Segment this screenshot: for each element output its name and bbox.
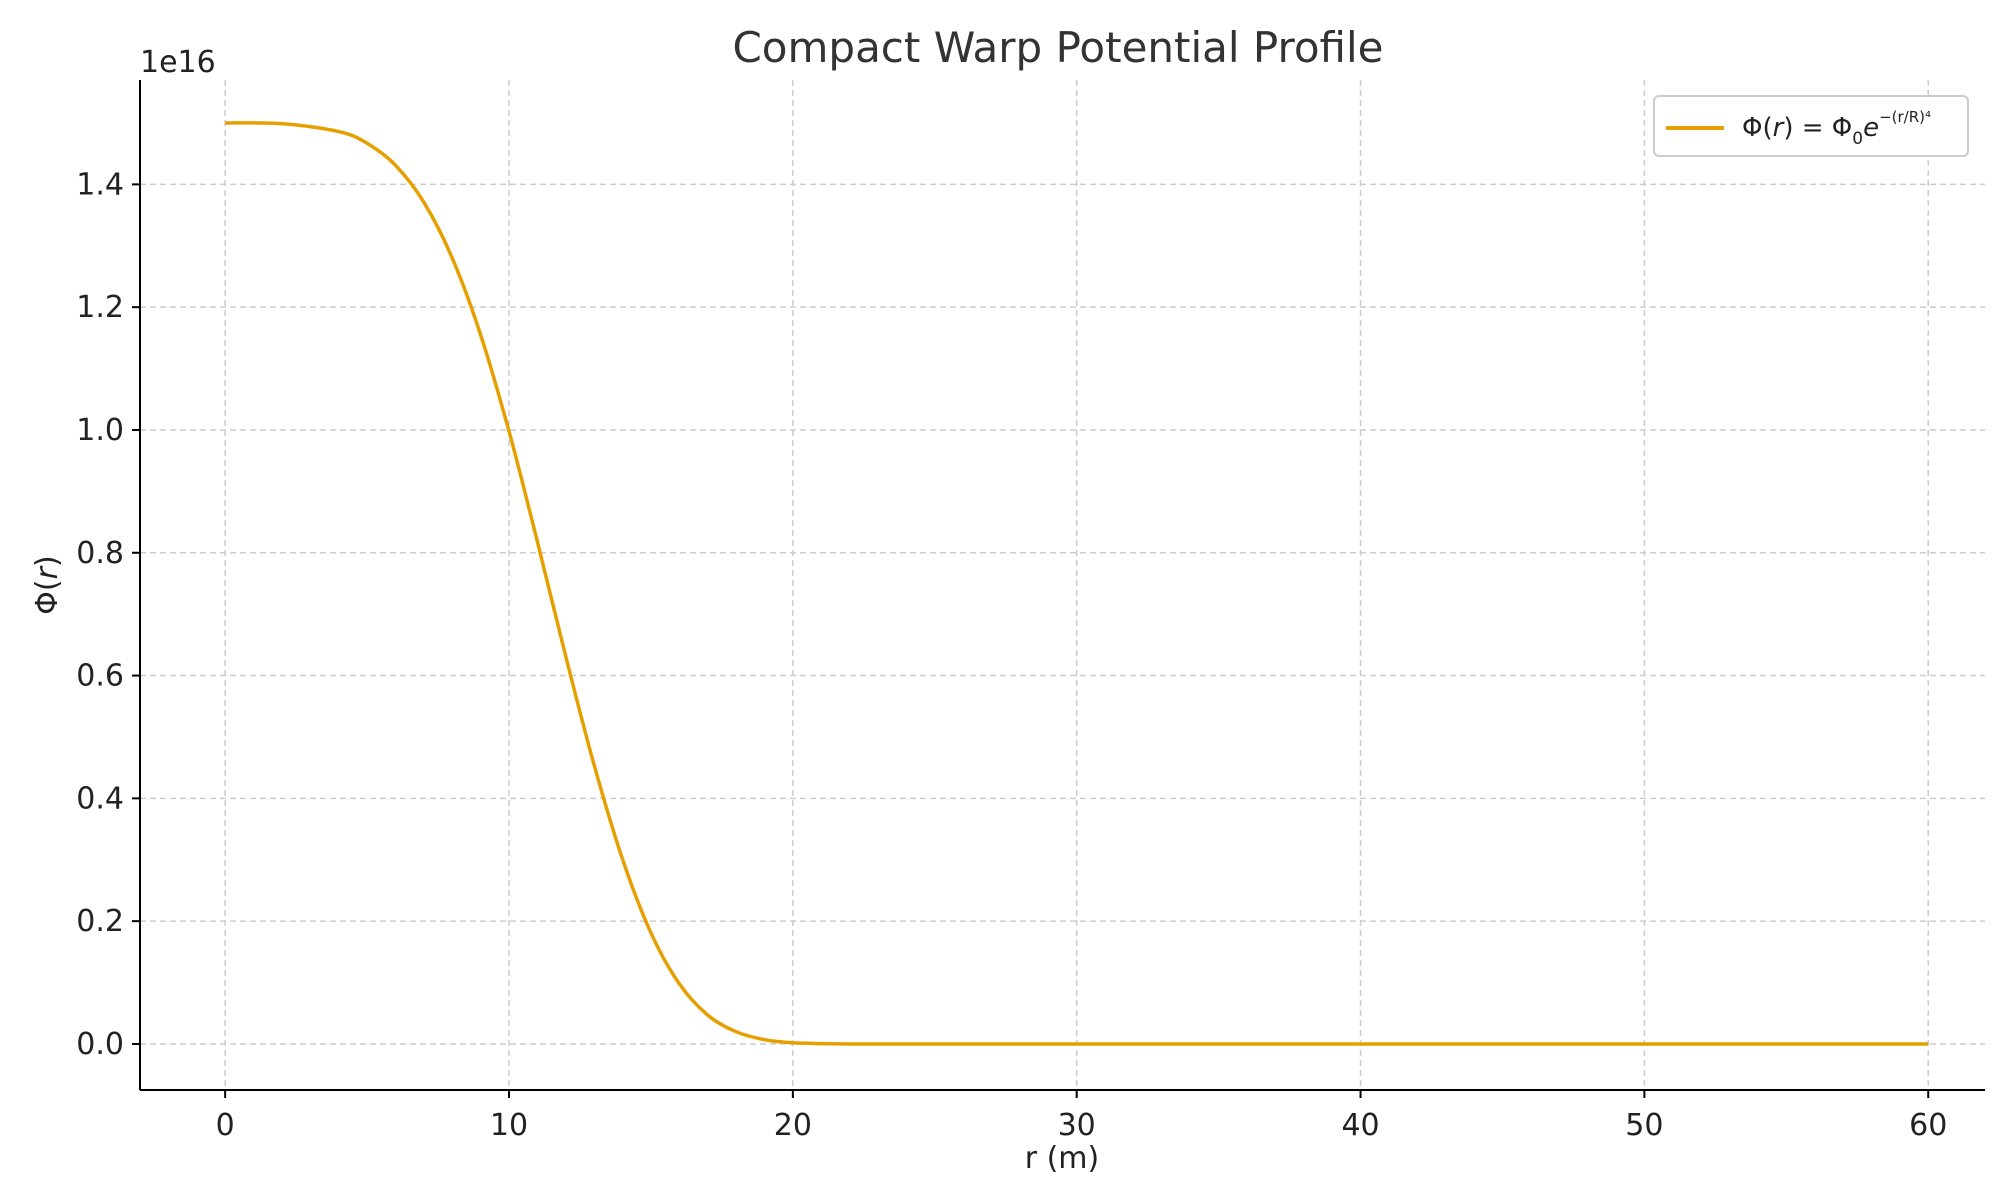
y-tick-label: 0.4 [76, 781, 124, 816]
y-tick-label: 1.2 [76, 290, 124, 325]
x-tick-label: 30 [1058, 1108, 1096, 1143]
y-tick-label: 0.2 [76, 904, 124, 939]
y-tick-label: 1.4 [76, 167, 124, 202]
legend: Φ(r) = Φ0e−(r/R)⁴ [1653, 95, 1969, 157]
series-layer [225, 121, 1929, 1046]
y-axis-label-phi: Φ( [30, 579, 65, 614]
x-tick-label: 0 [216, 1108, 235, 1143]
y-tick-label: 1.0 [76, 413, 124, 448]
chart-title: Compact Warp Potential Profile [732, 23, 1383, 72]
y-tick-label: 0.0 [76, 1027, 124, 1062]
legend-box [1653, 95, 1969, 157]
x-tick-label: 10 [490, 1108, 528, 1143]
y-axis-label-var: r [30, 565, 65, 579]
x-tick-label: 50 [1625, 1108, 1663, 1143]
x-tick-label: 60 [1909, 1108, 1947, 1143]
x-ticks: 0 10 20 30 40 50 60 [216, 1090, 1947, 1143]
grid [140, 80, 1985, 1090]
series-line [225, 121, 1929, 1046]
y-tick-label: 0.8 [76, 536, 124, 571]
legend-label: Φ(r) = Φ0e−(r/R)⁴ [1742, 108, 1931, 149]
x-tick-label: 20 [774, 1108, 812, 1143]
y-offset-label: 1e16 [140, 45, 216, 80]
x-axis-label: r (m) [1025, 1141, 1100, 1176]
y-ticks: 0.0 0.2 0.4 0.6 0.8 1.0 1.2 1.4 [76, 167, 140, 1062]
y-tick-label: 0.6 [76, 659, 124, 694]
y-axis-label-close: ) [30, 555, 65, 567]
y-axis-label: Φ(r) [30, 555, 65, 614]
x-tick-label: 40 [1341, 1108, 1379, 1143]
